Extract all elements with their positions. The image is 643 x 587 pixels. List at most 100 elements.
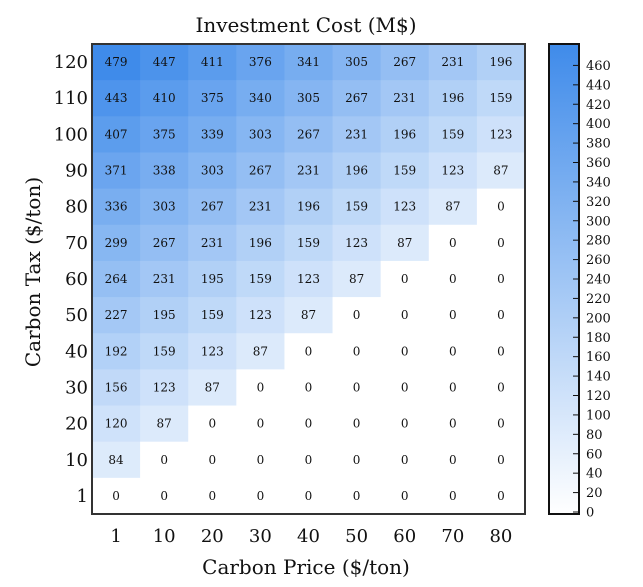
cell-value-label: 338 [153,164,176,178]
cell-value-label: 0 [208,489,216,503]
cell-value-label: 0 [401,489,409,503]
cell-value-label: 231 [441,55,464,69]
cell-value-label: 303 [153,200,176,214]
cell-value-label: 195 [153,308,176,322]
cell-value-label: 231 [249,200,272,214]
colorbar-tick-label: 80 [586,428,603,443]
heatmap-cell [332,441,382,479]
heatmap-cell [92,44,141,81]
cell-value-label: 159 [249,272,272,286]
cell-value-label: 341 [297,55,320,69]
heatmap-cell [92,405,141,443]
colorbar-tick-label: 320 [586,195,611,210]
plot-frame [91,43,526,515]
cell-value-label: 0 [305,380,313,394]
cell-value-label: 0 [497,308,505,322]
heatmap-cell [428,152,478,190]
colorbar-tick-label: 380 [586,137,611,152]
colorbar-tick-label: 0 [586,506,594,521]
y-tick-label: 70 [65,233,88,254]
colorbar-tick-label: 300 [586,214,611,229]
y-tick-labels: 120 110 100 90 80 70 60 50 40 30 20 10 1 [54,52,88,507]
x-tick-label: 20 [201,526,224,547]
heatmap-cell [380,80,430,117]
heatmap-cell [332,477,382,515]
heatmap-cell [284,116,334,154]
heatmap-cell [236,369,286,407]
heatmap-cell [188,260,237,298]
x-tick-label: 70 [441,526,464,547]
y-axis-label: Carbon Tax ($/ton) [21,177,45,367]
cell-value-label: 0 [208,417,216,431]
heatmap-cell [380,116,430,154]
cell-value-label: 87 [205,380,220,394]
heatmap-cell [332,369,382,407]
y-tick-label: 40 [65,341,88,362]
cell-value-label: 231 [153,272,176,286]
cell-value-label: 159 [345,200,368,214]
heatmap-cell [476,297,526,334]
heatmap-cell [428,477,478,515]
cell-value-label: 0 [497,417,505,431]
heatmap-cell [428,188,478,226]
cell-value-label: 303 [249,127,272,141]
heatmap-cell [380,224,430,262]
cell-value-label: 0 [257,453,265,467]
heatmap-cell [140,260,189,298]
heatmap-cell [380,405,430,443]
heatmap-cell [428,405,478,443]
heatmap-cell [140,80,189,117]
cell-value-label: 267 [249,164,272,178]
cell-value-label: 196 [489,55,512,69]
cell-value-label: 0 [497,344,505,358]
cell-value-label: 0 [401,272,409,286]
cell-value-label: 0 [305,453,313,467]
heatmap-cell [476,188,526,226]
heatmap-cell [428,116,478,154]
cell-value-label: 87 [253,344,268,358]
colorbar-tick-label: 420 [586,98,611,113]
heatmap-cell [236,188,286,226]
heatmap-cell [236,260,286,298]
cell-value-label: 0 [497,236,505,250]
cell-value-label: 159 [393,164,416,178]
cell-value-label: 0 [353,344,361,358]
cell-value-label: 156 [105,380,128,394]
colorbar-tick-label: 360 [586,156,611,171]
heatmap-cell [428,80,478,117]
chart-title: Investment Cost (M$) [195,13,416,37]
cell-value-label: 0 [305,344,313,358]
y-tick-label: 120 [54,52,88,73]
cell-value-label: 231 [201,236,224,250]
cell-value-label: 0 [353,308,361,322]
heatmap-cell [284,333,334,370]
cell-value-label: 479 [105,55,128,69]
heatmap-cell [428,260,478,298]
heatmap-cell [92,369,141,407]
colorbar-tick-label: 140 [586,370,611,385]
cell-value-label: 120 [105,417,128,431]
heatmap-cell [92,477,141,515]
colorbar-tick-label: 120 [586,389,611,404]
x-tick-label: 80 [489,526,512,547]
heatmap-cell [332,224,382,262]
heatmap-cell [476,44,526,81]
cell-value-label: 0 [353,417,361,431]
cell-value-label: 227 [105,308,128,322]
cell-value-label: 303 [201,164,224,178]
cell-value-label: 84 [108,453,124,467]
cell-value-label: 196 [249,236,272,250]
x-axis-label: Carbon Price ($/ton) [202,555,410,579]
cell-value-label: 375 [201,91,224,105]
heatmap-cell [140,224,189,262]
heatmap-cell [380,188,430,226]
cell-value-label: 299 [105,236,128,250]
heatmap-cell [140,44,189,81]
heatmap-cell [284,441,334,479]
cell-value-label: 123 [345,236,368,250]
heatmap-cell [236,477,286,515]
y-tick-label: 20 [65,414,88,435]
heatmap-cell [188,405,237,443]
heatmap-cell [428,333,478,370]
